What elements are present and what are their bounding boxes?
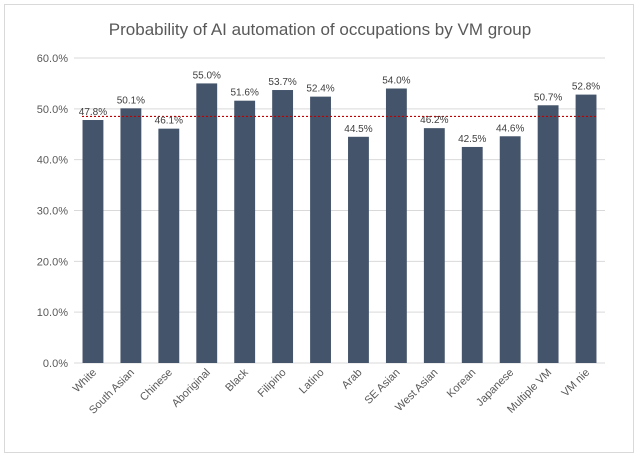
y-tick-label: 50.0% — [37, 104, 68, 116]
bar — [234, 100, 256, 363]
y-tick-label: 0.0% — [43, 358, 68, 370]
data-label: 46.1% — [155, 116, 183, 127]
bar — [385, 88, 407, 363]
y-tick-label: 20.0% — [37, 256, 68, 268]
bar — [423, 128, 445, 363]
data-label: 44.5% — [344, 124, 372, 135]
data-label: 52.8% — [572, 82, 600, 93]
x-tick-label: VM nie — [559, 367, 592, 400]
bar — [461, 146, 483, 363]
data-label: 51.6% — [230, 88, 258, 99]
data-label: 53.7% — [268, 77, 296, 88]
bar — [310, 96, 331, 363]
bar — [196, 83, 218, 364]
data-label: 50.1% — [117, 95, 145, 106]
x-tick-label: Chinese — [138, 367, 175, 404]
data-label: 47.8% — [79, 107, 107, 118]
bar — [499, 136, 521, 363]
gridlines — [74, 57, 605, 364]
x-tick-label: Arab — [340, 367, 365, 392]
x-tick-label: Latino — [297, 367, 327, 397]
bar — [348, 136, 369, 363]
data-label: 55.0% — [193, 70, 221, 81]
y-tick-label: 60.0% — [37, 53, 68, 65]
y-tick-label: 10.0% — [37, 307, 68, 319]
bar — [537, 105, 559, 364]
x-tick-label: Aboriginal — [170, 367, 213, 410]
bar — [272, 90, 294, 364]
data-labels: 47.8% 50.1% 46.1% 55.0% 51.6% 53.7% 52.4% 44.5%… — [79, 70, 601, 145]
chart-title: Probability of AI automation of occupati… — [108, 20, 532, 39]
x-tick-label: Filipino — [256, 367, 289, 400]
data-label: 52.4% — [306, 84, 334, 95]
x-tick-label: Korean — [445, 367, 479, 401]
x-tick-label: SE Asian — [362, 367, 402, 407]
y-tick-label: 40.0% — [37, 155, 68, 167]
data-label: 44.6% — [496, 123, 524, 134]
data-label: 50.7% — [534, 92, 562, 103]
x-tick-label: White — [71, 367, 99, 395]
bar — [158, 128, 180, 363]
y-tick-label: 30.0% — [37, 206, 68, 218]
data-label: 54.0% — [382, 76, 410, 87]
bar — [82, 120, 104, 364]
bars — [82, 83, 597, 364]
y-axis-labels: 0.0% 10.0% 20.0% 30.0% 40.0% 50.0% 60.0% — [37, 53, 68, 370]
data-label: 42.5% — [458, 134, 486, 145]
data-label: 46.2% — [420, 115, 448, 126]
x-tick-label: Black — [223, 366, 251, 394]
bar — [120, 108, 142, 363]
bar — [575, 94, 597, 363]
